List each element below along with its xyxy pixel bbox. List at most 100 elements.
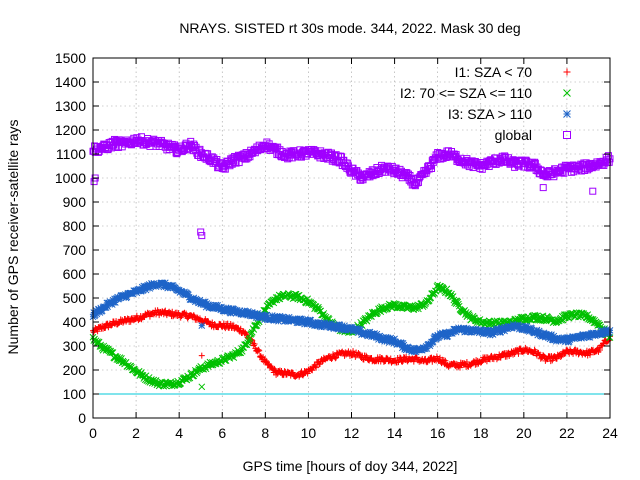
data-point — [528, 325, 535, 332]
data-point — [255, 346, 262, 353]
y-tick-label: 300 — [63, 338, 87, 354]
y-tick-label: 1200 — [55, 122, 86, 138]
data-point — [138, 287, 145, 295]
data-point — [565, 338, 573, 345]
data-point — [102, 324, 109, 331]
data-point — [391, 335, 398, 343]
outlier-point — [90, 178, 98, 186]
data-point — [255, 312, 263, 319]
y-tick-label: 1100 — [56, 146, 86, 162]
data-point — [290, 369, 297, 376]
data-point — [261, 316, 268, 323]
data-point — [388, 336, 396, 344]
outlier-point — [198, 232, 206, 240]
data-point — [603, 326, 611, 333]
data-point — [433, 353, 440, 360]
y-tick-label: 1000 — [55, 170, 86, 186]
data-point — [316, 323, 324, 330]
data-point — [243, 341, 251, 349]
data-point — [414, 344, 422, 352]
data-point — [488, 330, 495, 338]
data-point — [558, 168, 566, 176]
plot-frame — [92, 57, 611, 419]
data-point — [454, 298, 462, 306]
data-point — [399, 339, 407, 347]
data-point — [411, 181, 419, 189]
data-point — [448, 330, 456, 337]
data-point — [279, 313, 287, 321]
y-tick-label: 1300 — [55, 98, 86, 114]
data-point — [596, 347, 603, 354]
data-point — [230, 305, 238, 313]
y-tick-label: 1400 — [55, 74, 86, 90]
x-tick-label: 6 — [218, 425, 226, 441]
legend-marker — [563, 131, 571, 139]
data-point — [171, 141, 179, 149]
data-point — [315, 303, 322, 311]
data-point — [522, 326, 530, 334]
data-point — [475, 327, 482, 335]
y-tick-label: 500 — [63, 290, 87, 306]
legend: I1: SZA < 70 I2: 70 <= SZA <= 110 I3: SZA … — [400, 64, 571, 143]
data-point — [300, 372, 307, 379]
y-tick-label: 800 — [63, 218, 87, 234]
data-point — [248, 308, 256, 316]
y-tick-label: 0 — [78, 410, 86, 426]
x-tick-label: 10 — [301, 425, 317, 441]
data-point — [605, 158, 613, 166]
y-tick-label: 900 — [63, 194, 87, 210]
data-point — [252, 314, 260, 321]
data-point — [104, 146, 112, 154]
data-point — [357, 326, 365, 334]
data-point — [548, 331, 555, 339]
data-point — [123, 293, 131, 301]
data-point — [546, 335, 554, 343]
data-point — [217, 306, 225, 314]
outlier-point — [539, 184, 547, 192]
data-point — [272, 144, 280, 152]
data-point — [429, 338, 437, 345]
x-tick-label: 0 — [89, 425, 97, 441]
data-point — [268, 312, 276, 319]
data-point — [364, 332, 372, 340]
data-point — [241, 308, 249, 315]
data-point — [452, 328, 460, 336]
data-point — [460, 324, 468, 332]
data-point — [436, 330, 444, 337]
data-point — [244, 339, 251, 347]
data-point — [304, 317, 312, 325]
data-point — [104, 303, 111, 311]
y-tick-label: 400 — [63, 314, 87, 330]
data-point — [111, 299, 119, 306]
legend-label: I2: 70 <= SZA <= 110 — [400, 85, 532, 101]
x-tick-label: 22 — [559, 425, 575, 441]
x-tick-label: 18 — [473, 425, 489, 441]
series-square — [89, 133, 614, 190]
data-point — [218, 303, 225, 311]
legend-label: I3: SZA > 110 — [448, 106, 532, 122]
data-point — [281, 368, 288, 375]
y-tick-label: 200 — [63, 362, 87, 378]
data-point — [501, 327, 508, 335]
data-point — [331, 324, 338, 332]
x-axis-label: GPS time [hours of doy 344, 2022] — [243, 458, 458, 474]
data-point — [120, 319, 127, 326]
data-point — [332, 321, 340, 329]
data-point — [332, 151, 340, 159]
data-point — [140, 282, 148, 290]
data-point — [312, 363, 319, 370]
data-point — [240, 310, 248, 318]
data-point — [328, 320, 336, 327]
data-point — [332, 355, 339, 362]
data-point — [302, 316, 310, 324]
data-point — [201, 301, 208, 309]
data-point — [515, 350, 522, 357]
data-point — [557, 337, 565, 345]
data-point — [132, 287, 140, 294]
x-tick-label: 12 — [344, 425, 360, 441]
data-point — [528, 326, 536, 334]
y-tick-label: 1500 — [55, 50, 86, 66]
data-point — [403, 353, 410, 360]
x-tick-label: 24 — [602, 425, 618, 441]
data-point — [549, 357, 556, 364]
